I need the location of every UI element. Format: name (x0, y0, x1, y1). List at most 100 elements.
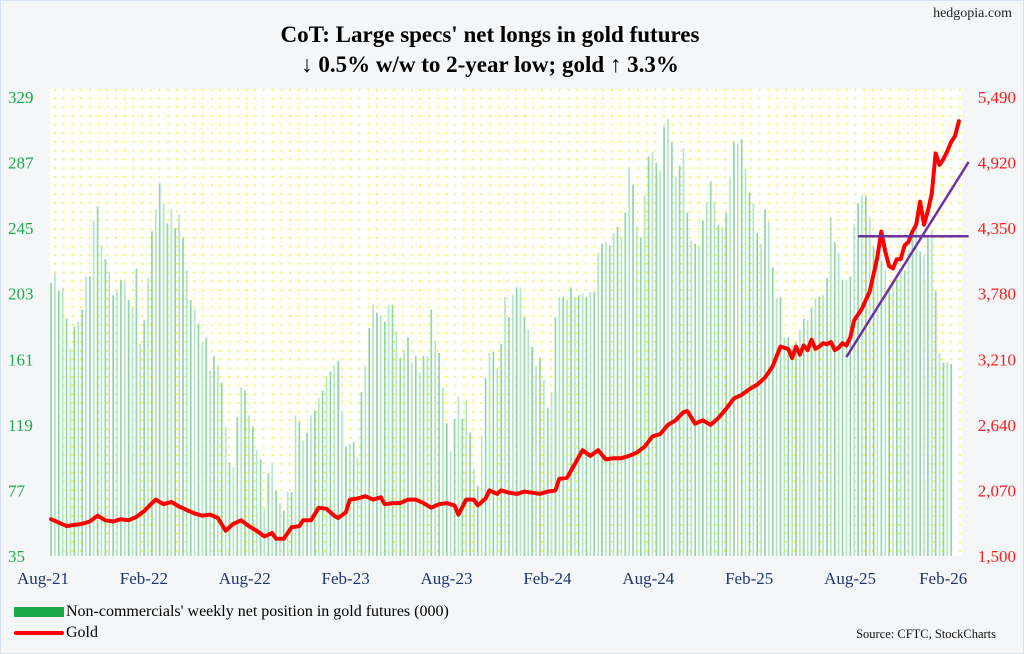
right-axis-tick: 1,500 (978, 547, 1016, 566)
bar-positions (77, 321, 80, 556)
right-axis-tick: 2,640 (978, 416, 1016, 435)
x-axis-tick: Aug-25 (824, 569, 876, 588)
bar-positions (135, 268, 138, 556)
bar-positions (682, 148, 685, 557)
bar-positions (868, 217, 871, 556)
bar-positions (911, 237, 914, 557)
bar-positions (457, 396, 460, 556)
bar-positions (251, 426, 254, 556)
bar-positions (667, 118, 669, 556)
bar-positions (678, 165, 681, 556)
bar-positions (849, 276, 852, 556)
bar-positions (768, 221, 770, 557)
bar-positions (760, 243, 762, 556)
bar-positions (818, 296, 821, 556)
bar-positions (733, 142, 735, 556)
bar-positions (286, 491, 289, 556)
bar-positions (197, 323, 200, 556)
bar-positions (690, 240, 693, 556)
bar-positions (426, 356, 429, 556)
bar-positions (372, 304, 374, 556)
bar-positions (736, 143, 739, 556)
right-axis-tick: 3,210 (978, 350, 1016, 369)
bar-positions (822, 295, 825, 556)
bar-positions (574, 296, 576, 556)
bar-positions (294, 415, 297, 556)
bar-positions (585, 296, 588, 556)
left-axis-tick: 161 (8, 350, 34, 369)
bar-positions (205, 337, 208, 556)
bar-positions (477, 485, 479, 556)
bar-positions (577, 295, 580, 556)
bar-positions (54, 273, 56, 556)
legend-swatch-bar (14, 607, 64, 617)
bar-positions (566, 299, 568, 556)
bar-positions (775, 298, 778, 556)
x-axis-tick: Feb-23 (322, 569, 370, 588)
bar-positions (663, 126, 665, 556)
bar-positions (721, 226, 724, 556)
bar-positions (89, 276, 91, 556)
bar-positions (127, 299, 130, 556)
bar-positions (399, 357, 402, 556)
bar-positions (539, 357, 541, 556)
bar-positions (919, 251, 922, 556)
bar-positions (302, 440, 305, 556)
bar-positions (655, 162, 658, 557)
bar-positions (845, 279, 848, 556)
bar-positions (546, 407, 549, 556)
bar-positions (810, 307, 813, 556)
left-axis-tick: 287 (8, 154, 34, 173)
bar-positions (799, 329, 801, 556)
bar-positions (705, 203, 708, 556)
bar-positions (593, 292, 596, 556)
bar-positions (686, 212, 689, 556)
bar-positions (61, 287, 64, 556)
bar-positions (244, 390, 246, 556)
bar-positions (632, 184, 634, 556)
left-axis-tick: 245 (8, 219, 34, 238)
x-axis-tick: Aug-21 (17, 569, 69, 588)
bar-positions (217, 365, 219, 556)
bar-positions (830, 217, 832, 556)
bar-positions (764, 209, 766, 557)
legend-item-positions: Non-commercials' weekly net position in … (14, 603, 449, 621)
bar-positions (907, 250, 910, 556)
bar-positions (791, 345, 793, 556)
bar-positions (527, 329, 530, 556)
bar-positions (756, 232, 759, 556)
bar-positions (360, 392, 363, 556)
bar-positions (469, 432, 471, 556)
bar-positions (116, 290, 118, 556)
left-axis-tick: 203 (8, 285, 34, 304)
bar-positions (748, 192, 751, 557)
bar-positions (453, 418, 456, 556)
bar-positions (236, 417, 239, 556)
bar-positions (892, 282, 894, 556)
bar-positions (430, 309, 433, 556)
bar-positions (729, 176, 731, 557)
bar-positions (314, 410, 316, 556)
bar-positions (220, 382, 223, 556)
bar-positions (364, 365, 367, 556)
left-axis-tick: 77 (8, 481, 26, 500)
x-axis-tick: Feb-25 (725, 569, 773, 588)
bar-positions (147, 278, 149, 556)
bar-positions (376, 312, 378, 556)
left-axis-tick: 35 (8, 547, 25, 566)
bar-positions (259, 459, 262, 556)
bar-positions (608, 245, 611, 556)
bar-positions (787, 337, 790, 556)
bar-positions (73, 326, 76, 556)
bar-positions (442, 387, 444, 556)
bar-positions (605, 242, 607, 556)
bar-positions (290, 491, 293, 556)
bar-positions (643, 195, 646, 556)
bar-positions (752, 203, 755, 556)
bar-positions (131, 307, 134, 556)
bar-positions (542, 379, 545, 556)
bar-positions (174, 228, 177, 556)
bar-positions (465, 399, 468, 556)
bar-positions (504, 296, 506, 556)
